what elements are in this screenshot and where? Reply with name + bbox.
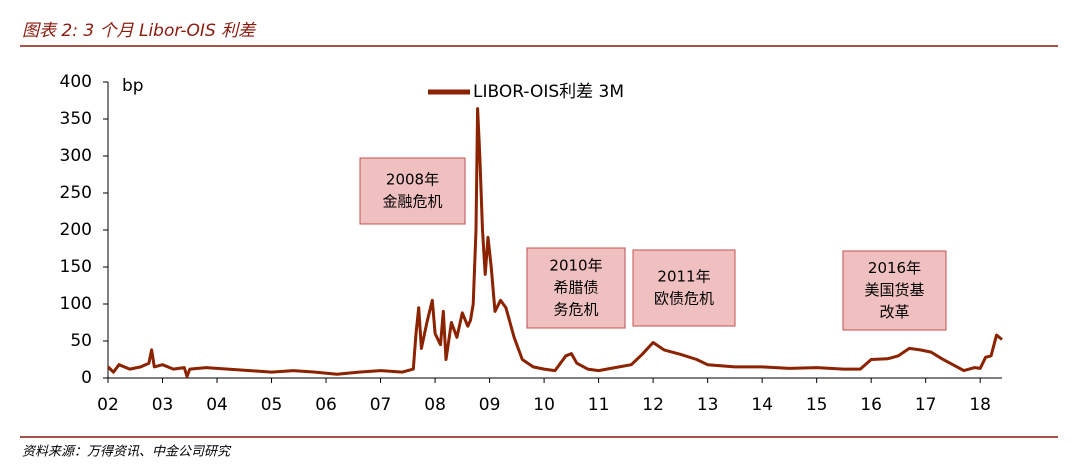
x-tick-label: 02 <box>97 395 119 415</box>
annotation-text: 美国货基 <box>864 281 924 299</box>
annotation-box <box>632 249 736 327</box>
y-tick-label: 150 <box>60 257 92 277</box>
x-tick-label: 14 <box>751 395 773 415</box>
y-tick-label: 300 <box>60 146 92 166</box>
annotation-text: 2011年 <box>657 268 710 286</box>
annotation-text: 2008年 <box>386 171 439 189</box>
y-tick-label: 0 <box>81 368 92 388</box>
x-tick-label: 06 <box>315 395 337 415</box>
x-tick-label: 08 <box>424 395 446 415</box>
x-tick-label: 15 <box>806 395 828 415</box>
x-tick-label: 10 <box>533 395 555 415</box>
series-line <box>106 107 1003 378</box>
annotation-box <box>359 157 466 225</box>
chart-title: 图表 2: 3 个月 Libor-OIS 利差 <box>22 21 257 41</box>
annotation-box <box>842 250 947 331</box>
x-tick-label: 04 <box>206 395 228 415</box>
annotation-text: 欧债危机 <box>654 290 714 308</box>
y-tick-label: 200 <box>60 220 92 240</box>
y-tick-label: 250 <box>60 183 92 203</box>
y-tick-label: 100 <box>60 294 92 314</box>
annotation-text: 希腊债 <box>553 279 598 297</box>
y-tick-label: 50 <box>70 331 92 351</box>
y-tick-label: 400 <box>60 72 92 92</box>
x-tick-label: 07 <box>370 395 392 415</box>
annotation-text: 金融危机 <box>382 193 442 211</box>
annotation-text: 务危机 <box>553 301 598 319</box>
x-tick-label: 16 <box>860 395 882 415</box>
x-tick-label: 11 <box>588 395 610 415</box>
x-tick-label: 18 <box>969 395 991 415</box>
annotation-text: 2016年 <box>868 259 921 277</box>
annotation-box <box>526 247 626 329</box>
x-tick-label: 03 <box>152 395 174 415</box>
x-tick-label: 13 <box>697 395 719 415</box>
x-tick-label: 05 <box>261 395 283 415</box>
y-tick-label: 350 <box>60 109 92 129</box>
annotation-text: 2010年 <box>549 257 602 275</box>
legend-label: LIBOR-OIS利差 3M <box>473 82 624 102</box>
x-tick-label: 09 <box>479 395 501 415</box>
x-tick-label: 17 <box>915 395 937 415</box>
y-unit: bp <box>122 76 144 96</box>
source: 资料来源：万得资讯、中金公司研究 <box>22 444 232 460</box>
x-tick-label: 12 <box>642 395 664 415</box>
annotation-text: 改革 <box>879 303 909 321</box>
